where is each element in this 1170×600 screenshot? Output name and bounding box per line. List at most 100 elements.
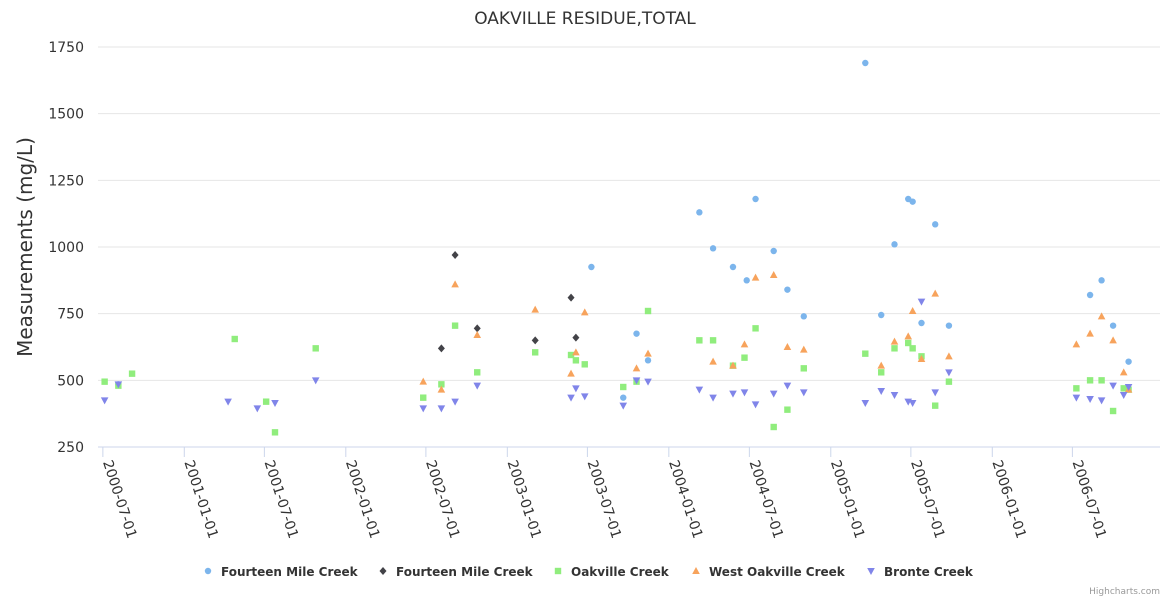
data-point[interactable] xyxy=(644,378,652,386)
data-point[interactable] xyxy=(709,245,717,252)
credits-link[interactable]: Highcharts.com xyxy=(1089,587,1160,597)
data-point[interactable] xyxy=(1073,385,1080,392)
data-point[interactable] xyxy=(770,423,777,431)
data-point[interactable] xyxy=(644,307,652,315)
data-point[interactable] xyxy=(451,251,459,259)
data-point[interactable] xyxy=(743,277,750,284)
data-point[interactable] xyxy=(769,390,778,398)
legend-item[interactable]: Bronte Creek xyxy=(867,565,974,579)
data-point[interactable] xyxy=(1125,358,1132,365)
data-point[interactable] xyxy=(473,331,482,338)
data-point[interactable] xyxy=(769,271,778,278)
data-point[interactable] xyxy=(114,381,123,389)
data-point[interactable] xyxy=(473,382,482,390)
data-point[interactable] xyxy=(729,263,737,271)
data-point[interactable] xyxy=(740,340,749,348)
data-point[interactable] xyxy=(437,405,446,413)
data-point[interactable] xyxy=(419,377,428,385)
data-point[interactable] xyxy=(633,330,640,337)
data-point[interactable] xyxy=(800,365,807,372)
data-point[interactable] xyxy=(729,390,737,398)
data-point[interactable] xyxy=(451,280,459,288)
data-point[interactable] xyxy=(799,389,808,397)
data-point[interactable] xyxy=(572,333,580,342)
data-point[interactable] xyxy=(1119,368,1128,376)
data-point[interactable] xyxy=(751,273,760,281)
data-point[interactable] xyxy=(908,307,917,314)
data-point[interactable] xyxy=(1109,336,1117,344)
data-point[interactable] xyxy=(890,337,899,345)
legend-item[interactable]: West Oakville Creek xyxy=(692,565,846,579)
data-point[interactable] xyxy=(908,400,917,407)
data-point[interactable] xyxy=(800,313,807,320)
data-point[interactable] xyxy=(909,345,916,352)
data-point[interactable] xyxy=(580,393,589,401)
legend-symbol[interactable] xyxy=(692,567,700,574)
data-point[interactable] xyxy=(878,311,885,319)
data-point[interactable] xyxy=(709,337,717,344)
data-point[interactable] xyxy=(751,401,760,409)
data-point[interactable] xyxy=(932,402,939,409)
data-point[interactable] xyxy=(451,322,459,329)
data-point[interactable] xyxy=(770,247,777,255)
data-point[interactable] xyxy=(799,345,808,353)
data-point[interactable] xyxy=(567,369,575,377)
data-point[interactable] xyxy=(632,364,641,372)
data-point[interactable] xyxy=(620,394,627,401)
data-point[interactable] xyxy=(101,378,108,385)
data-point[interactable] xyxy=(931,289,940,297)
data-point[interactable] xyxy=(891,241,898,248)
data-point[interactable] xyxy=(862,59,869,67)
data-point[interactable] xyxy=(752,325,759,332)
data-point[interactable] xyxy=(709,357,717,365)
data-point[interactable] xyxy=(729,361,737,369)
data-point[interactable] xyxy=(783,343,792,350)
legend-item[interactable]: Fourteen Mile Creek xyxy=(379,565,534,579)
data-point[interactable] xyxy=(904,332,913,340)
data-point[interactable] xyxy=(891,345,898,352)
data-point[interactable] xyxy=(1097,312,1106,320)
data-point[interactable] xyxy=(531,305,539,313)
legend-item[interactable]: Oakville Creek xyxy=(554,565,670,579)
data-point[interactable] xyxy=(619,402,628,410)
data-point[interactable] xyxy=(128,370,136,377)
legend-symbol[interactable] xyxy=(554,567,562,575)
data-point[interactable] xyxy=(419,405,428,413)
data-point[interactable] xyxy=(1097,397,1106,405)
data-point[interactable] xyxy=(1109,407,1117,415)
data-point[interactable] xyxy=(1120,385,1127,392)
data-point[interactable] xyxy=(437,344,445,353)
data-point[interactable] xyxy=(572,385,580,393)
data-point[interactable] xyxy=(588,263,595,271)
data-point[interactable] xyxy=(1119,392,1128,399)
data-point[interactable] xyxy=(932,221,939,228)
data-point[interactable] xyxy=(1086,291,1094,299)
data-point[interactable] xyxy=(784,286,791,293)
data-point[interactable] xyxy=(695,386,704,394)
data-point[interactable] xyxy=(917,298,926,306)
data-point[interactable] xyxy=(709,394,717,402)
data-point[interactable] xyxy=(312,345,319,352)
data-point[interactable] xyxy=(861,400,870,407)
data-point[interactable] xyxy=(905,339,912,347)
data-point[interactable] xyxy=(420,394,427,401)
legend-symbol[interactable] xyxy=(379,567,387,575)
data-point[interactable] xyxy=(877,388,886,395)
data-point[interactable] xyxy=(567,394,575,402)
data-point[interactable] xyxy=(1086,396,1094,403)
data-point[interactable] xyxy=(931,389,940,397)
data-point[interactable] xyxy=(451,398,459,406)
legend-item[interactable]: Fourteen Mile Creek xyxy=(204,565,359,579)
data-point[interactable] xyxy=(531,336,539,345)
data-point[interactable] xyxy=(644,349,652,357)
data-point[interactable] xyxy=(253,405,262,413)
data-point[interactable] xyxy=(1072,340,1081,348)
data-point[interactable] xyxy=(784,406,791,413)
data-point[interactable] xyxy=(862,350,869,357)
data-point[interactable] xyxy=(740,389,749,397)
data-point[interactable] xyxy=(945,322,953,329)
data-point[interactable] xyxy=(473,324,481,333)
data-point[interactable] xyxy=(945,378,953,385)
data-point[interactable] xyxy=(632,377,641,385)
data-point[interactable] xyxy=(572,348,580,356)
